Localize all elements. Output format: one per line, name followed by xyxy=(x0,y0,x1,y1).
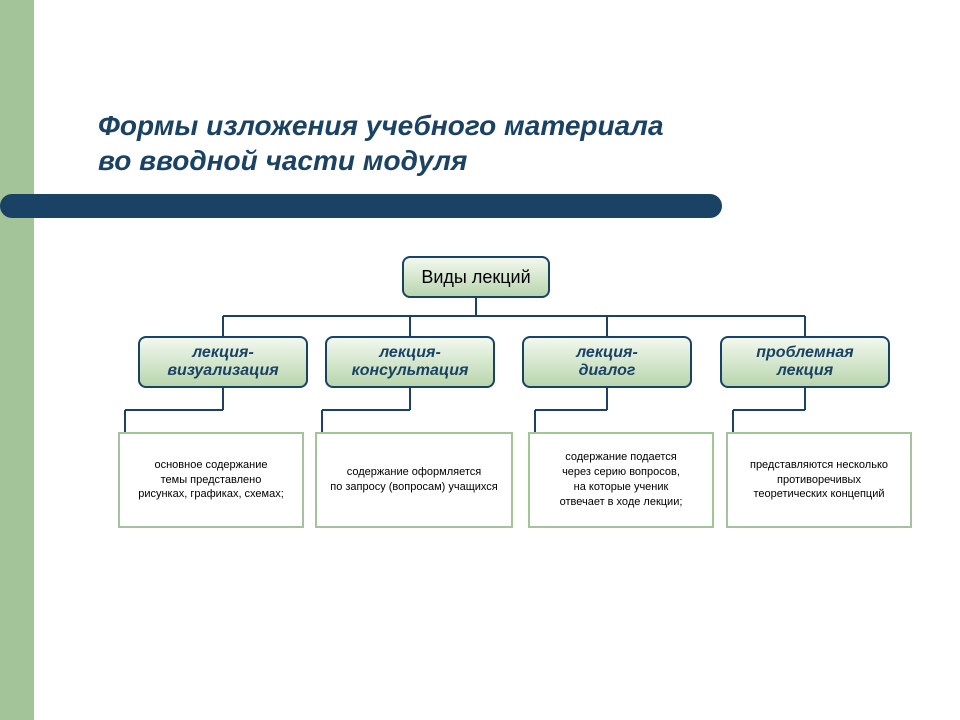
left-sidebar-accent xyxy=(0,0,34,720)
node-lecture-problem: проблемная лекция xyxy=(720,336,890,388)
title-underline xyxy=(0,194,722,218)
node-label: лекция- визуализация xyxy=(167,344,278,380)
desc-problem: представляются несколькопротиворечивыхте… xyxy=(726,432,912,528)
node-label: лекция- диалог xyxy=(576,344,638,380)
desc-consultation: содержание оформляетсяпо запросу (вопрос… xyxy=(315,432,513,528)
title-line-1: Формы изложения учебного материала xyxy=(98,110,664,141)
node-lecture-consultation: лекция- консультация xyxy=(325,336,495,388)
desc-text: основное содержаниетемы представленорису… xyxy=(138,458,284,503)
node-lecture-dialog: лекция- диалог xyxy=(522,336,692,388)
desc-dialog: содержание подаетсячерез серию вопросов,… xyxy=(528,432,714,528)
desc-visualization: основное содержаниетемы представленорису… xyxy=(118,432,304,528)
desc-text: содержание подаетсячерез серию вопросов,… xyxy=(560,450,683,509)
node-label: проблемная лекция xyxy=(756,344,853,380)
node-lecture-visualization: лекция- визуализация xyxy=(138,336,308,388)
page-title: Формы изложения учебного материала во вв… xyxy=(98,108,664,178)
desc-text: представляются несколькопротиворечивыхте… xyxy=(750,458,888,503)
desc-text: содержание оформляетсяпо запросу (вопрос… xyxy=(330,465,498,495)
node-label: лекция- консультация xyxy=(352,344,469,380)
node-root: Виды лекций xyxy=(402,256,550,298)
node-root-label: Виды лекций xyxy=(421,267,530,288)
title-line-2: во вводной части модуля xyxy=(98,145,467,176)
